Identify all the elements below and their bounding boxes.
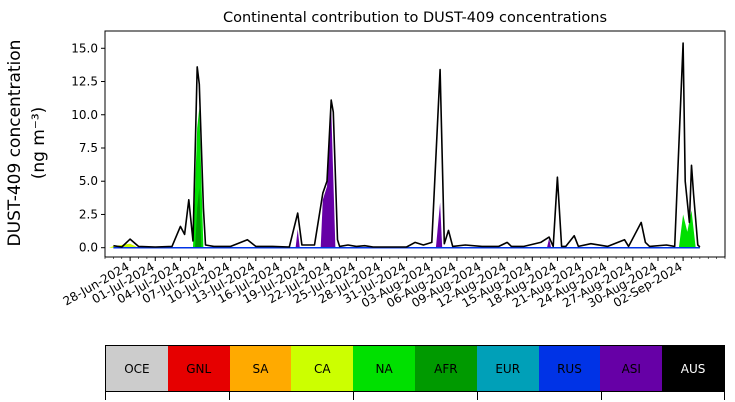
y-tick-label: 10.0 [71, 108, 98, 122]
legend-tick [477, 392, 478, 400]
legend-item-sa: SA [229, 346, 292, 391]
legend-item-na: NA [353, 346, 415, 391]
area-asi [435, 202, 443, 248]
legend-item-asi: ASI [600, 346, 663, 391]
area-afr [195, 187, 202, 248]
total-series [113, 42, 701, 248]
legend-ticks [105, 392, 725, 400]
y-axis-label-line1: DUST-409 concentration [5, 40, 25, 247]
y-tick-label: 7.5 [79, 141, 98, 155]
legend-tick [724, 392, 725, 400]
area-asi [320, 108, 336, 248]
area-asi [295, 229, 300, 248]
legend-item-ca: CA [291, 346, 354, 391]
y-tick-label: 2.5 [79, 207, 98, 221]
chart-title: Continental contribution to DUST-409 con… [223, 10, 607, 26]
legend-item-aus: AUS [662, 346, 724, 391]
color-legend: OCE GNL SA CA NA AFR EUR RUS ASI AUS [105, 345, 725, 392]
area-na [678, 210, 696, 248]
legend-tick [353, 392, 354, 400]
plot-frame [104, 30, 726, 258]
chart: Continental contribution to DUST-409 con… [5, 10, 726, 310]
legend-tick [601, 392, 602, 400]
component-areas [109, 108, 696, 248]
y-tick-label: 15.0 [71, 41, 98, 55]
x-axis: 28-Jun-202401-Jul-202404-Jul-202407-Jul-… [61, 257, 726, 310]
legend-item-afr: AFR [414, 346, 477, 391]
y-tick-label: 0.0 [79, 241, 98, 255]
area-na [193, 108, 204, 248]
legend-item-eur: EUR [476, 346, 539, 391]
legend-tick [229, 392, 230, 400]
area-asi [547, 238, 552, 248]
y-axis-label-line2: (ng m⁻³) [29, 107, 49, 180]
legend-tick [105, 392, 106, 400]
y-tick-label: 12.5 [71, 75, 98, 89]
total-line [113, 42, 701, 248]
y-axis: 0.0 2.5 5.0 7.5 10.0 12.5 15.0 [71, 41, 105, 255]
y-tick-label: 5.0 [79, 174, 98, 188]
legend-item-gnl: GNL [167, 346, 230, 391]
legend-item-oce: OCE [106, 346, 168, 391]
legend-item-rus: RUS [538, 346, 601, 391]
